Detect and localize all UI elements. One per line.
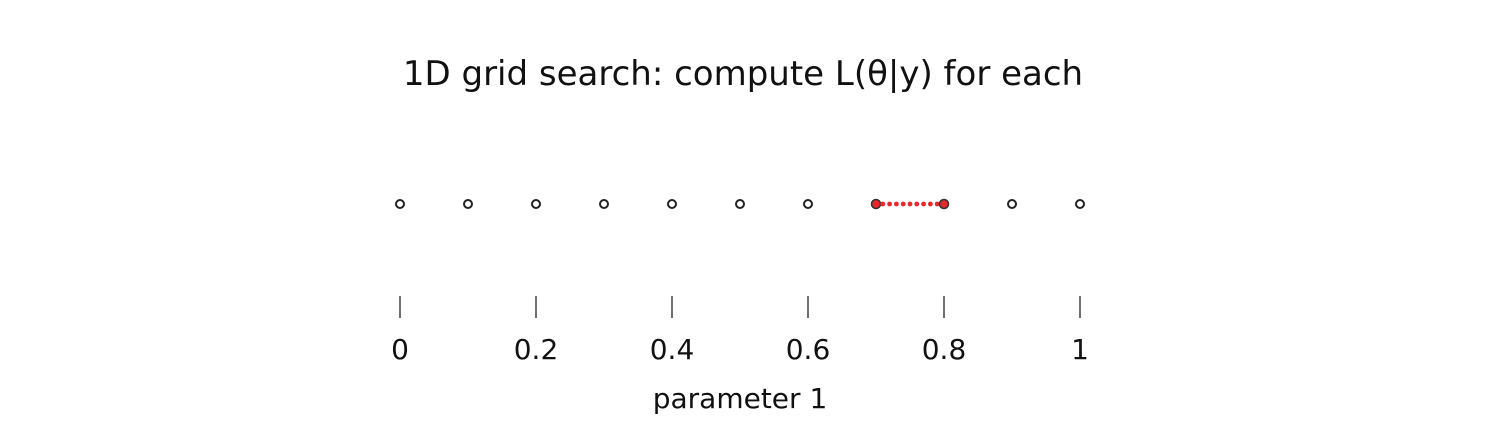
grid-point-6 xyxy=(803,199,813,209)
x-tick-label-2: 0.4 xyxy=(650,333,695,366)
refined-point-5 xyxy=(907,201,913,207)
chart-title: 1D grid search: compute L(θ|y) for each xyxy=(403,54,1083,94)
refined-point-6 xyxy=(914,201,920,207)
x-tick-label-3: 0.6 xyxy=(786,333,831,366)
grid-point-2 xyxy=(531,199,541,209)
x-axis-label: parameter 1 xyxy=(653,382,828,415)
refined-point-1 xyxy=(880,201,886,207)
grid-point-9 xyxy=(1007,199,1017,209)
grid-point-0 xyxy=(395,199,405,209)
refined-point-10 xyxy=(938,198,950,210)
x-tick-label-0: 0 xyxy=(391,333,409,366)
refined-point-0 xyxy=(870,198,882,210)
grid-point-3 xyxy=(599,199,609,209)
refined-point-3 xyxy=(894,201,899,207)
x-axis: 0 0.2 0.4 0.6 0.8 1 xyxy=(391,296,1089,366)
grid-point-4 xyxy=(667,199,677,209)
grid-point-5 xyxy=(735,199,745,209)
refined-point-4 xyxy=(900,201,906,207)
refined-point-7 xyxy=(921,201,926,207)
grid-point-10 xyxy=(1075,199,1085,209)
refined-point-2 xyxy=(887,201,892,207)
x-tick-label-1: 0.2 xyxy=(514,333,559,366)
x-tick-label-4: 0.8 xyxy=(922,333,967,366)
refined-point-8 xyxy=(928,201,933,207)
refined-point-9 xyxy=(934,201,940,207)
grid-point-1 xyxy=(463,199,473,209)
x-tick-label-5: 1 xyxy=(1071,333,1089,366)
points-layer xyxy=(395,198,1085,210)
